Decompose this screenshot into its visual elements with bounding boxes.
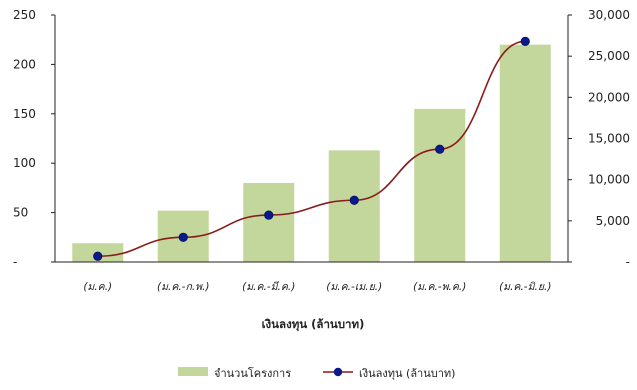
category-label: (ม.ค.-เม.ย.) (326, 281, 382, 293)
right-tick-label: - (626, 255, 630, 269)
line-point (349, 195, 359, 205)
category-label: (ม.ค.) (83, 281, 112, 293)
legend-label-line: เงินลงทุน (ล้านบาท) (359, 367, 455, 380)
right-tick-label: 25,000 (588, 49, 630, 63)
left-axis-ticks: - 50 100 150 200 250 (13, 8, 55, 269)
left-tick-label: 150 (13, 107, 36, 121)
bar-series (72, 44, 551, 262)
category-label: (ม.ค.-ก.พ.) (157, 281, 210, 293)
legend-swatch-bar (178, 367, 208, 376)
line-point (178, 232, 188, 242)
left-tick-label: 50 (13, 206, 28, 220)
legend: จำนวนโครงการ เงินลงทุน (ล้านบาท) (178, 366, 455, 380)
bar (328, 150, 380, 262)
x-axis-title: เงินลงทุน (ล้านบาท) (262, 317, 365, 332)
category-label: (ม.ค.-มิ.ย.) (499, 281, 551, 293)
right-tick-label: 5,000 (596, 214, 630, 228)
line-path (97, 40, 526, 258)
right-tick-label: 20,000 (588, 90, 630, 104)
line-point (520, 36, 530, 46)
left-tick-label: 250 (13, 8, 36, 22)
axes (54, 15, 569, 263)
legend-label-bar: จำนวนโครงการ (214, 366, 291, 380)
bar (414, 108, 466, 262)
left-tick-label: 100 (13, 156, 36, 170)
category-label: (ม.ค.-พ.ค.) (413, 281, 466, 293)
right-tick-label: 30,000 (588, 8, 630, 22)
category-labels: (ม.ค.) (ม.ค.-ก.พ.) (ม.ค.-มี.ค.) (ม.ค.-เม.ย.… (83, 281, 551, 293)
left-tick-label: 200 (13, 57, 36, 71)
line-point (264, 210, 274, 220)
bar (243, 182, 295, 262)
right-tick-label: 10,000 (588, 173, 630, 187)
legend-swatch-marker (333, 367, 343, 377)
line-series (93, 36, 530, 261)
left-tick-label: - (13, 255, 17, 269)
right-axis-ticks: - 5,000 10,000 15,000 20,000 25,000 30,000 (568, 8, 630, 269)
bar (499, 44, 551, 262)
line-point (435, 144, 445, 154)
category-label: (ม.ค.-มี.ค.) (242, 281, 295, 293)
right-tick-label: 15,000 (588, 132, 630, 146)
line-point (93, 251, 103, 261)
